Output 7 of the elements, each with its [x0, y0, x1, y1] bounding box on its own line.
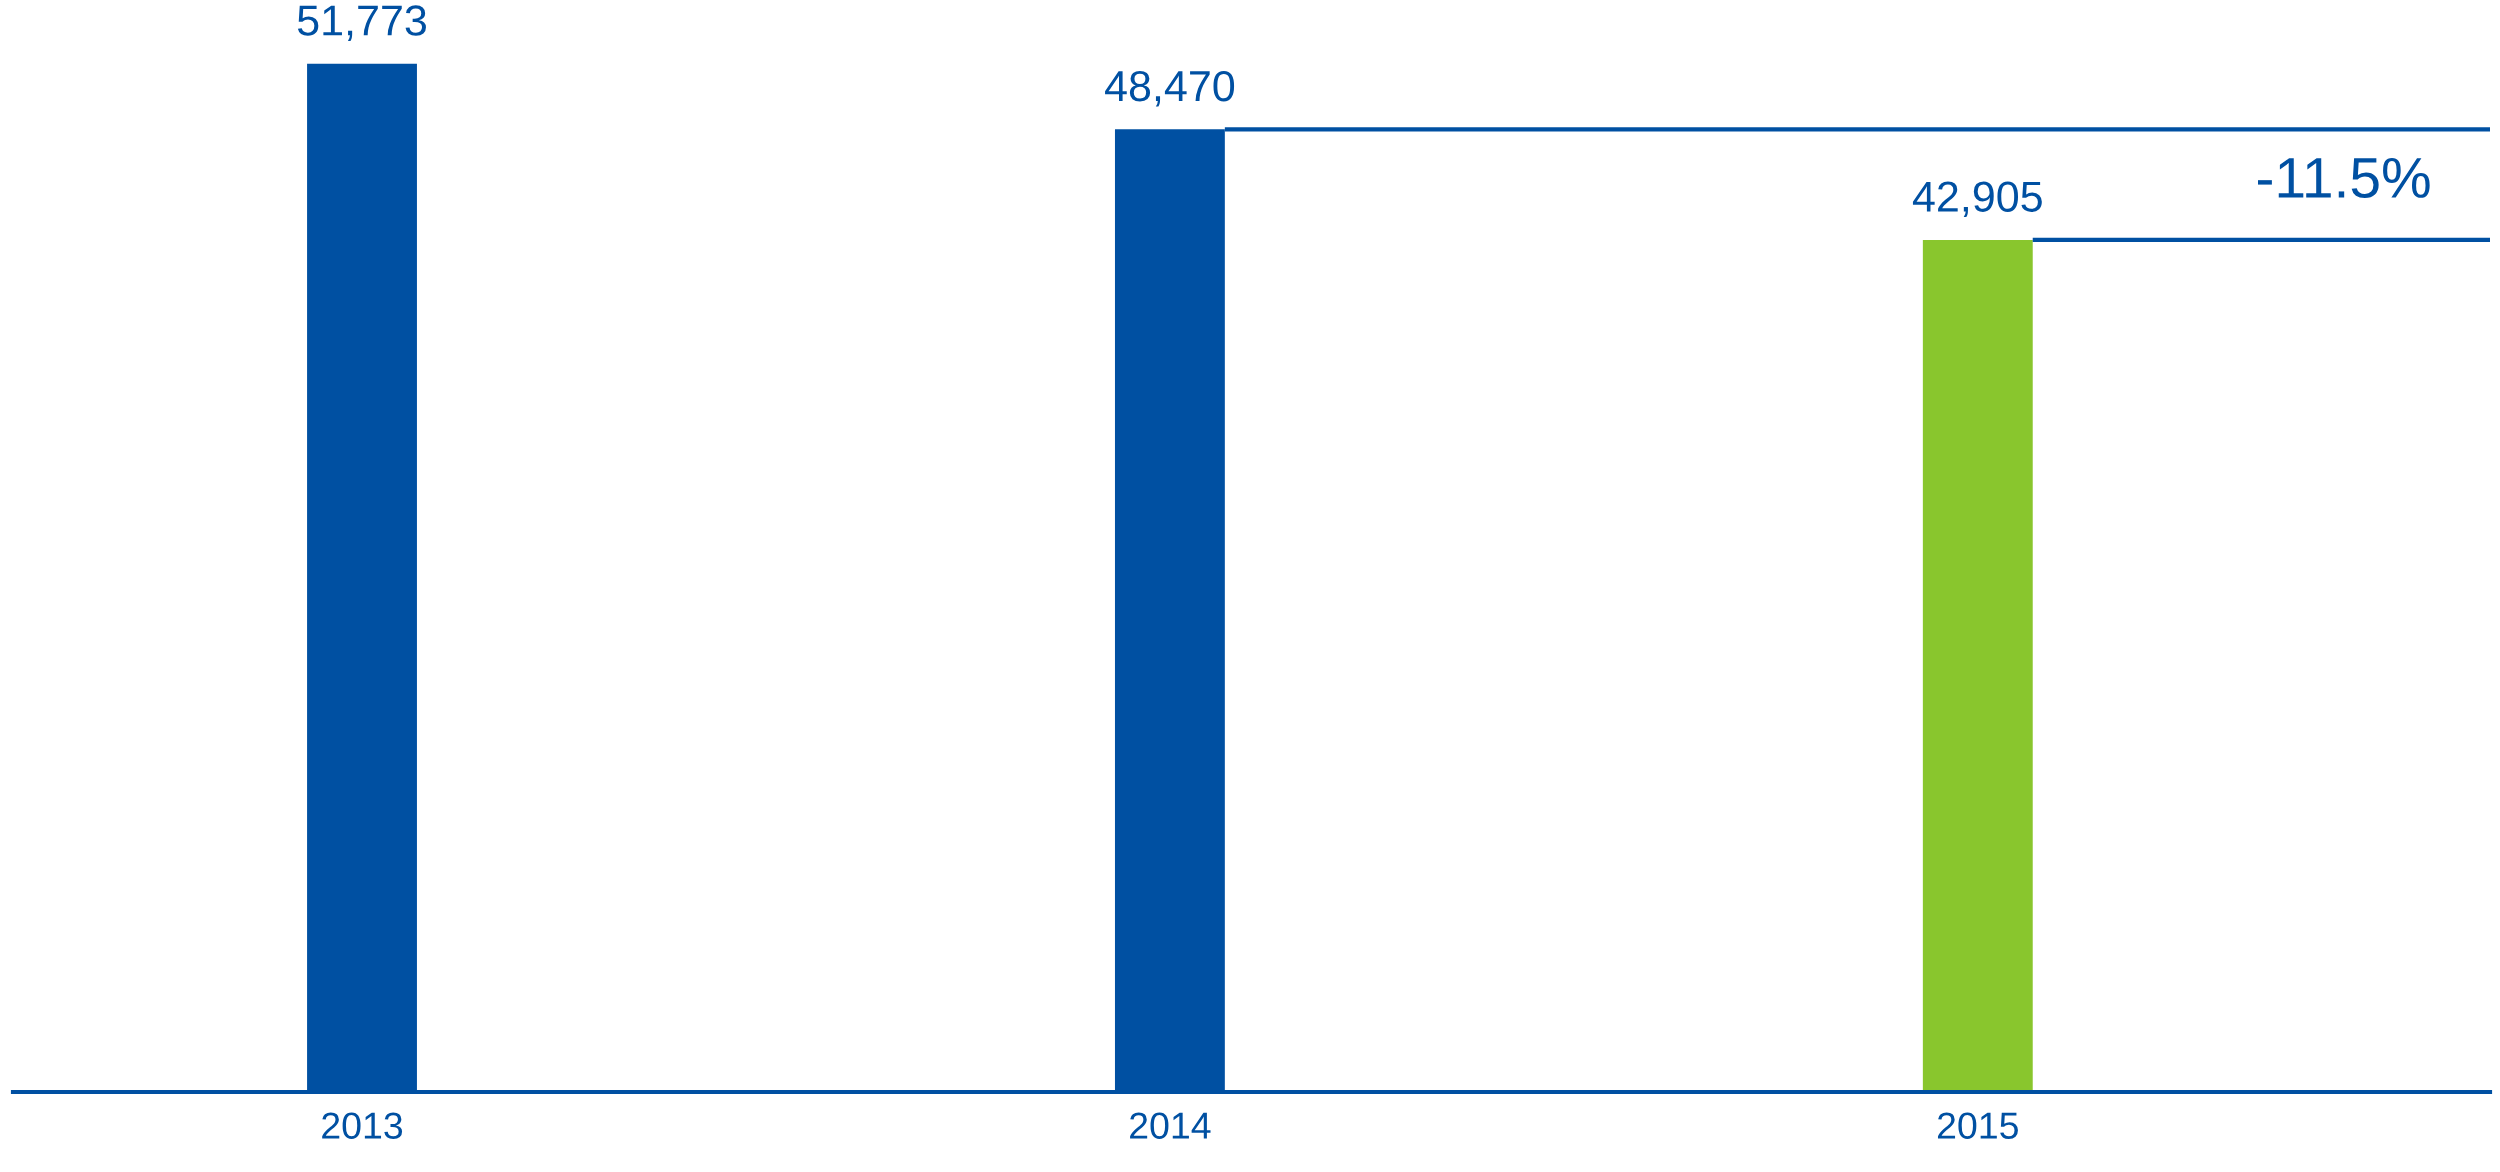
x-tick-label: 2015: [1937, 1112, 2018, 1139]
x-tick-label: 2014: [1130, 1112, 1211, 1139]
data-label: 48,470: [1105, 70, 1235, 107]
x-tick-label: 2013: [322, 1112, 403, 1139]
data-label: 42,905: [1912, 181, 2042, 218]
annotation: -11.5%: [2257, 157, 2430, 199]
data-label: 51,773: [297, 5, 426, 41]
